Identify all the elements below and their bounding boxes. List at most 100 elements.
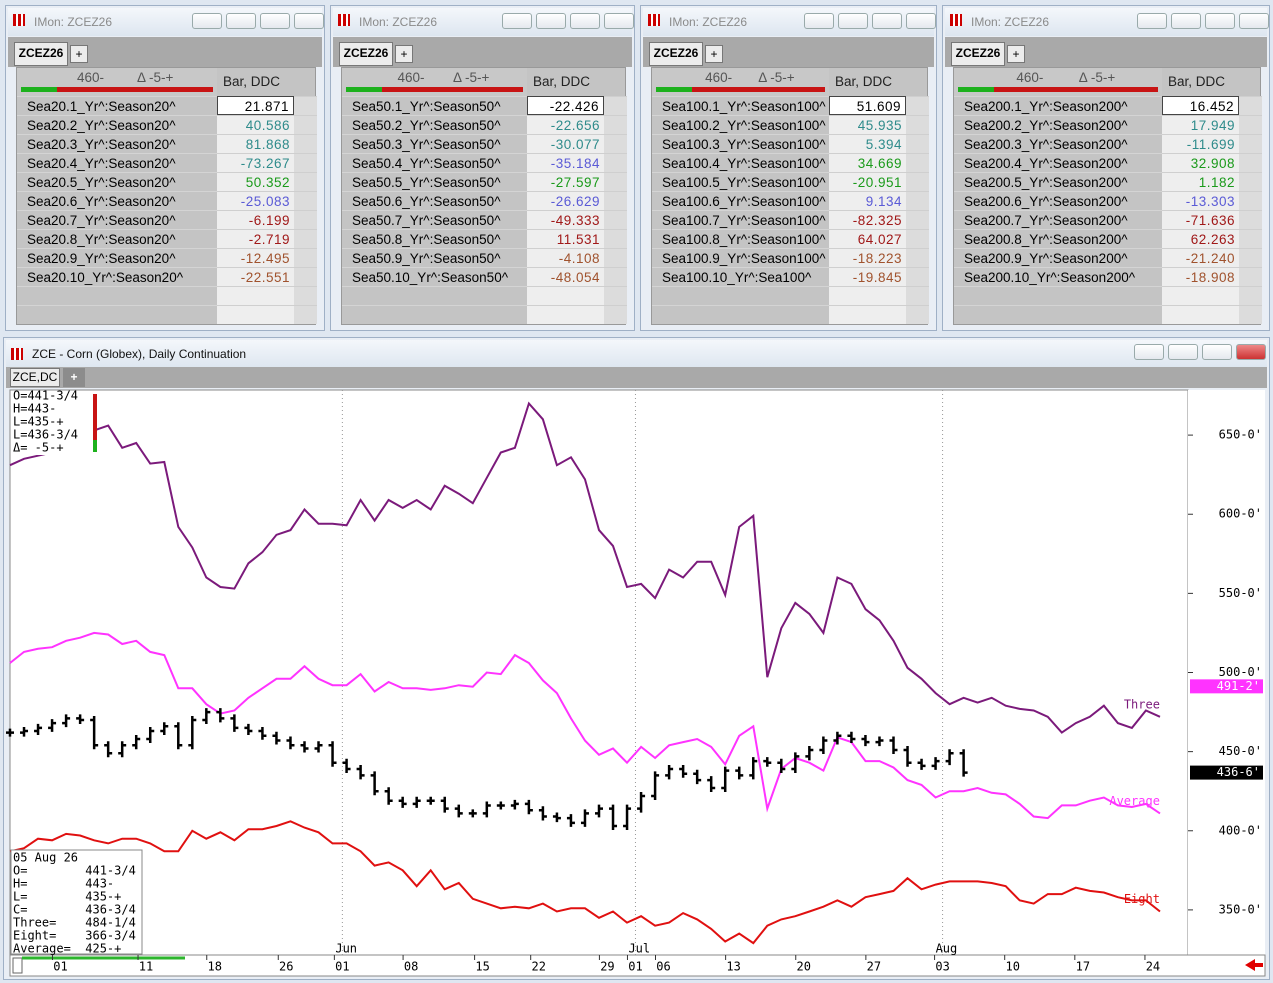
row-value-cell: -35.184 [527,153,604,172]
row-label-cell: Sea100.9_Yr^:Season100^ [652,248,829,267]
x-tick-label: 22 [531,960,545,974]
help-button[interactable] [192,13,222,29]
minimize-button[interactable] [1171,13,1201,29]
row-value-cell [527,286,604,305]
quote-line: L=436-3/4 [13,428,78,442]
data-line: H= 443- [13,877,114,891]
price-bar [735,766,744,780]
minimize-button[interactable] [838,13,868,29]
help-button[interactable] [804,13,834,29]
add-tab[interactable]: + [70,45,88,63]
close-button[interactable] [604,13,634,29]
row-value-cell [217,305,294,324]
close-button[interactable] [906,13,936,29]
row-value-cell: 21.871 [217,96,294,115]
row-spacer [906,286,929,305]
row-value-cell: -20.951 [829,172,906,191]
delta-label: Δ -5-+ [758,70,795,85]
close-button[interactable] [1236,344,1266,360]
row-spacer [1239,153,1262,172]
row-value-cell: -48.054 [527,267,604,286]
maximize-button[interactable] [872,13,902,29]
row-spacer [1239,96,1262,115]
row-spacer [294,115,317,134]
monitor-tab[interactable]: ZCEZ26 [339,42,393,66]
row-value-cell: -21.240 [1162,248,1239,267]
row-label-cell: Sea20.4_Yr^:Season20^ [17,153,217,172]
price-bar [328,741,337,767]
data-line: Average= 425-+ [13,942,121,956]
maximize-button[interactable] [260,13,290,29]
chart-tab[interactable]: ZCE,DC [10,368,60,387]
row-label-cell [342,305,527,324]
row-spacer [1239,191,1262,210]
row-label-cell: Sea200.9_Yr^:Season200^ [954,248,1162,267]
maximize-button[interactable] [570,13,600,29]
row-spacer [604,172,627,191]
row-value-cell: -12.495 [217,248,294,267]
data-line: L= 435-+ [13,890,121,904]
price-bar [791,752,800,774]
row-value-cell: 17.949 [1162,115,1239,134]
add-tab[interactable]: + [63,368,85,387]
y-tick-label: 600-0' [1219,507,1262,521]
price-bar [440,796,449,813]
row-spacer [294,134,317,153]
x-tick-label: 01 [53,960,67,974]
x-tick-label: 27 [867,960,881,974]
price-bar [538,806,547,821]
maximize-button[interactable] [1205,13,1235,29]
row-value-cell: -82.325 [829,210,906,229]
delta-label: Δ -5-+ [137,70,174,85]
row-label-cell: Sea200.7_Yr^:Season200^ [954,210,1162,229]
row-value-cell [829,286,906,305]
row-spacer [294,191,317,210]
price-bar [286,736,295,750]
row-value-cell: 34.669 [829,153,906,172]
help-button[interactable] [502,13,532,29]
x-tick-label: 20 [797,960,811,974]
row-spacer [1239,229,1262,248]
close-button[interactable] [294,13,324,29]
row-label-cell: Sea20.10_Yr^:Season20^ [17,267,217,286]
row-label-cell: Sea200.5_Yr^:Season200^ [954,172,1162,191]
monitor-tab[interactable]: ZCEZ26 [951,42,1005,66]
row-spacer [1239,210,1262,229]
add-tab[interactable]: + [705,45,723,63]
quote-line: Δ= -5-+ [13,441,64,455]
row-label-cell: Sea50.1_Yr^:Season50^ [342,96,527,115]
x-tick-label: 18 [208,960,222,974]
add-tab[interactable]: + [1007,45,1025,63]
close-button[interactable] [1239,13,1269,29]
minimize-button[interactable] [226,13,256,29]
scale-header: 460- Δ -5-+ [954,68,1162,96]
add-tab[interactable]: + [395,45,413,63]
help-button[interactable] [1137,13,1167,29]
price-bar [34,723,43,736]
row-spacer [1239,286,1262,305]
price-bar [496,801,505,810]
price-bar [721,766,730,793]
row-value-cell: 51.609 [829,96,906,115]
row-label-cell [652,305,829,324]
maximize-button[interactable] [1202,344,1232,360]
tab-strip: ZCEZ26 + [945,37,1267,67]
row-label-cell [954,286,1162,305]
minimize-button[interactable] [1168,344,1198,360]
row-value-cell: -22.551 [217,267,294,286]
row-label-cell: Sea200.10_Yr^:Season200^ [954,267,1162,286]
row-spacer [906,210,929,229]
price-bar [76,714,85,724]
row-spacer [294,305,317,324]
minimize-button[interactable] [536,13,566,29]
monitor-window: IMon: ZCEZ26 ZCEZ26 +460- Δ -5-+ Bar, DDC Sea… [640,5,937,331]
row-value-cell: -73.267 [217,153,294,172]
delta-label: Δ -5-+ [1078,70,1116,85]
monitor-tab[interactable]: ZCEZ26 [14,42,68,66]
help-button[interactable] [1134,344,1164,360]
row-value-cell: -11.699 [1162,134,1239,153]
row-label-cell: Sea200.4_Yr^:Season200^ [954,153,1162,172]
price-bar [468,809,477,818]
monitor-tab[interactable]: ZCEZ26 [649,42,703,66]
